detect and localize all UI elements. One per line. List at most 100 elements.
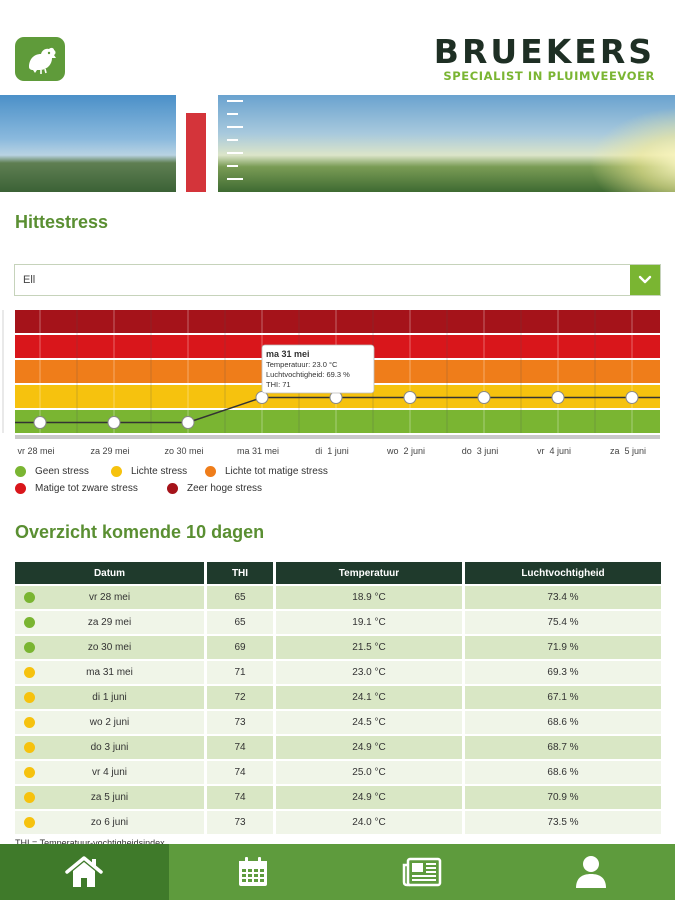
cell-temperature-text: 23.0 °C bbox=[352, 667, 386, 678]
status-dot bbox=[24, 817, 35, 828]
cell-date-text: ma 31 mei bbox=[86, 667, 133, 678]
cell-date: za 5 juni bbox=[15, 786, 204, 809]
cell-temperature: 19.1 °C bbox=[276, 611, 462, 634]
location-dropdown[interactable]: Ell bbox=[14, 264, 661, 296]
cell-date-text: za 29 mei bbox=[87, 617, 132, 628]
tooltip-box bbox=[261, 344, 375, 394]
cell-temperature-text: 24.5 °C bbox=[352, 717, 386, 728]
cell-thi: 69 bbox=[207, 636, 273, 659]
cell-date: zo 30 mei bbox=[15, 636, 204, 659]
cell-temperature: 24.0 °C bbox=[276, 811, 462, 834]
legend-item-lichte-stress: Lichte stress bbox=[111, 466, 187, 477]
header-banner-image bbox=[0, 95, 675, 192]
cell-date: wo 2 juni bbox=[15, 711, 204, 734]
cell-thi: 65 bbox=[207, 611, 273, 634]
cell-thi: 74 bbox=[207, 786, 273, 809]
legend-item-lichte-tot-matige-stress: Lichte tot matige stress bbox=[205, 466, 328, 477]
cell-humidity-text: 70.9 % bbox=[547, 792, 579, 803]
chart-svg: vr 28 mei za 29 mei zo 30 mei ma 31 mei di 1… bbox=[2, 310, 660, 456]
table-row: zo 30 mei 69 21.5 °C 71.9 % bbox=[15, 636, 661, 659]
heat-stress-chart: vr 28 mei za 29 mei zo 30 mei ma 31 mei di 1… bbox=[0, 300, 675, 470]
cell-thi-text: 74 bbox=[234, 767, 246, 778]
x-tick-label: wo 2 juni bbox=[386, 446, 425, 456]
x-tick-label: zo 30 mei bbox=[164, 446, 203, 456]
newspaper-icon bbox=[402, 857, 442, 887]
cell-date: di 1 juni bbox=[15, 686, 204, 709]
cell-humidity-text: 71.9 % bbox=[547, 642, 579, 653]
cell-date-text: wo 2 juni bbox=[89, 717, 130, 728]
x-tick-label: za 29 mei bbox=[90, 446, 129, 456]
cell-thi-text: 65 bbox=[234, 617, 246, 628]
cell-thi: 73 bbox=[207, 711, 273, 734]
cell-temperature-text: 24.0 °C bbox=[352, 817, 386, 828]
nav-profile[interactable] bbox=[506, 844, 675, 900]
legend-dot bbox=[15, 483, 26, 494]
table-row: wo 2 juni 73 24.5 °C 68.6 % bbox=[15, 711, 661, 734]
cell-temperature-text: 18.9 °C bbox=[352, 592, 386, 603]
cell-date: vr 28 mei bbox=[15, 586, 204, 609]
cell-temperature: 18.9 °C bbox=[276, 586, 462, 609]
legend-item-matige-tot-zware-stress: Matige tot zware stress bbox=[15, 483, 138, 494]
thermometer-tick bbox=[227, 165, 238, 167]
cell-temperature-text: 24.9 °C bbox=[352, 792, 386, 803]
cell-thi-text: 73 bbox=[234, 717, 246, 728]
cell-thi-text: 72 bbox=[234, 692, 246, 703]
cell-humidity: 67.1 % bbox=[465, 686, 661, 709]
cell-humidity-text: 68.6 % bbox=[547, 717, 579, 728]
cell-temperature: 24.1 °C bbox=[276, 686, 462, 709]
nav-home[interactable] bbox=[0, 844, 169, 900]
cell-temperature: 21.5 °C bbox=[276, 636, 462, 659]
nav-calendar[interactable] bbox=[169, 844, 338, 900]
thermometer-tick bbox=[227, 178, 243, 180]
legend-label: Matige tot zware stress bbox=[35, 483, 138, 494]
cell-thi-text: 71 bbox=[234, 667, 246, 678]
cell-humidity-text: 68.7 % bbox=[547, 742, 579, 753]
forecast-table: Datum THI Temperatuur Luchtvochtigheid v… bbox=[15, 562, 661, 834]
data-point bbox=[403, 391, 417, 404]
cell-temperature-text: 19.1 °C bbox=[352, 617, 386, 628]
status-dot bbox=[24, 717, 35, 728]
thermometer-tick bbox=[227, 113, 238, 115]
legend-dot bbox=[205, 466, 216, 477]
zone-band bbox=[15, 310, 660, 333]
cell-date-text: do 3 juni bbox=[90, 742, 129, 753]
x-tick-label: za 5 juni bbox=[610, 446, 646, 456]
status-dot bbox=[24, 792, 35, 803]
chicken-icon[interactable] bbox=[15, 37, 65, 81]
zone-band bbox=[15, 410, 660, 433]
legend-label: Zeer hoge stress bbox=[187, 483, 263, 494]
cell-humidity-text: 73.5 % bbox=[547, 817, 579, 828]
nav-news[interactable] bbox=[338, 844, 507, 900]
cell-date-text: zo 6 juni bbox=[90, 817, 129, 828]
brand-logo: BRUEKERS SPECIALIST IN PLUIMVEEVOER bbox=[434, 35, 655, 83]
x-tick-label: di 1 juni bbox=[315, 446, 349, 456]
cell-humidity-text: 68.6 % bbox=[547, 767, 579, 778]
chevron-down-icon[interactable] bbox=[630, 265, 660, 295]
cell-humidity-text: 73.4 % bbox=[547, 592, 579, 603]
cell-humidity-text: 69.3 % bbox=[547, 667, 579, 678]
table-header: Datum THI Temperatuur Luchtvochtigheid bbox=[15, 562, 661, 584]
header-datum: Datum bbox=[15, 562, 204, 584]
cell-humidity: 68.6 % bbox=[465, 711, 661, 734]
cell-temperature: 25.0 °C bbox=[276, 761, 462, 784]
cell-thi-text: 74 bbox=[234, 742, 246, 753]
banner-sunny-field bbox=[218, 95, 675, 192]
cell-humidity: 73.4 % bbox=[465, 586, 661, 609]
legend-item-geen-stress: Geen stress bbox=[15, 466, 89, 477]
thermometer-tick bbox=[227, 139, 238, 141]
legend-label: Lichte tot matige stress bbox=[225, 466, 328, 477]
table-row: za 29 mei 65 19.1 °C 75.4 % bbox=[15, 611, 661, 634]
status-dot bbox=[24, 642, 35, 653]
header-thi: THI bbox=[207, 562, 273, 584]
cell-temperature: 23.0 °C bbox=[276, 661, 462, 684]
series-line bbox=[40, 396, 660, 424]
legend-dot bbox=[15, 466, 26, 477]
cell-date-text: zo 30 mei bbox=[87, 642, 132, 653]
status-dot bbox=[24, 667, 35, 678]
cell-humidity: 75.4 % bbox=[465, 611, 661, 634]
page-title: Hittestress bbox=[15, 212, 109, 232]
cell-temperature-text: 24.9 °C bbox=[352, 742, 386, 753]
thermometer-tick bbox=[227, 100, 243, 102]
bottom-nav bbox=[0, 844, 675, 900]
cell-date: ma 31 mei bbox=[15, 661, 204, 684]
